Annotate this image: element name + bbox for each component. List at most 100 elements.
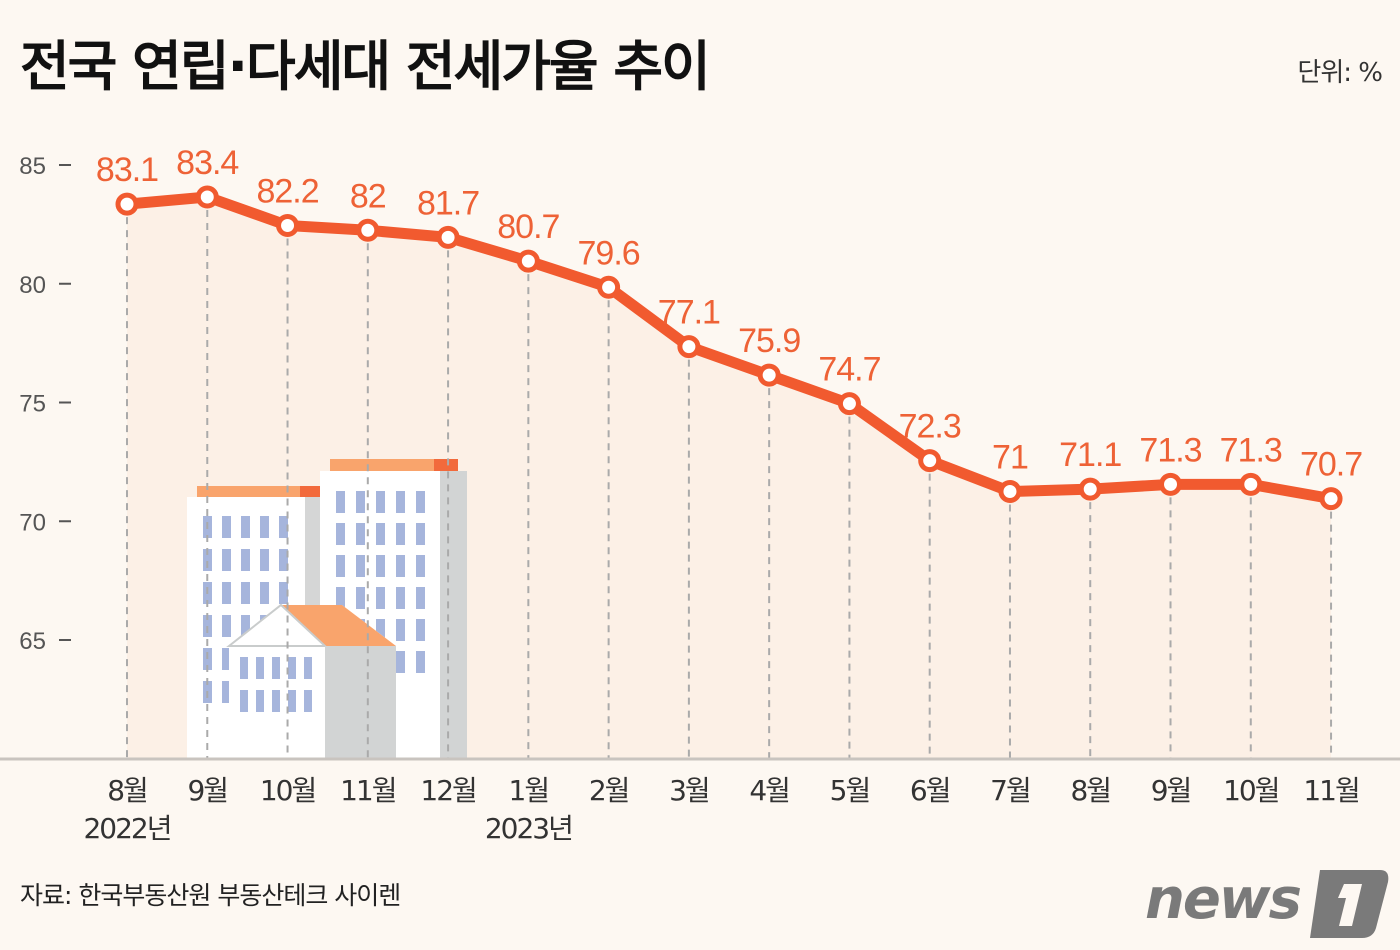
window [416,491,425,513]
data-point [1078,477,1102,501]
data-label: 79.6 [578,234,640,272]
window [288,657,296,679]
source-label: 자료: 한국부동산원 부동산테크 사이렌 [20,881,401,910]
data-point [1159,472,1183,496]
data-point [918,449,942,473]
window [260,582,269,604]
window [304,657,312,679]
window [376,619,385,641]
x-tick-label: 2월 [589,774,629,807]
window [356,491,365,513]
window [279,516,288,538]
window [241,582,250,604]
window [256,657,264,679]
window [396,523,405,545]
data-label: 80.7 [497,208,559,246]
window [240,657,248,679]
x-tick-label: 1월 [509,774,549,807]
data-point [837,392,861,416]
unit-label: 단위: % [1297,58,1383,88]
window [260,516,269,538]
x-tick-label: 10월 [1223,774,1278,807]
x-tick-label: 5월 [830,774,870,807]
data-label: 83.1 [96,151,158,189]
data-label: 82.2 [256,173,318,211]
window [376,523,385,545]
window [222,549,231,571]
window [376,555,385,577]
x-tick-label: 11월 [1303,774,1358,807]
x-tick-label: 9월 [187,774,227,807]
window [356,523,365,545]
window [376,491,385,513]
news1-logo: news [1140,860,1390,944]
x-tick-label: 6월 [910,774,950,807]
window [222,615,231,637]
data-point [195,185,219,209]
window [336,555,345,577]
data-label: 72.3 [899,408,961,446]
x-tick-label: 8월 [107,774,147,807]
data-label: 71.3 [1220,431,1282,469]
data-point [1319,487,1343,511]
y-tick-label: 75 [19,391,46,418]
window [272,690,280,712]
year-label: 2023년 [485,812,572,845]
window [241,549,250,571]
x-tick-label: 11월 [340,774,395,807]
window [272,657,280,679]
window [336,491,345,513]
x-tick-label: 12월 [420,774,475,807]
window [222,648,231,670]
x-tick-label: 10월 [260,774,315,807]
x-tick-label: 9월 [1151,774,1191,807]
window [396,491,405,513]
window [256,690,264,712]
window [396,555,405,577]
window [203,549,212,571]
window [396,587,405,609]
window [222,516,231,538]
window [416,651,425,673]
window [260,549,269,571]
data-label: 83.4 [176,144,238,182]
data-point [356,218,380,242]
data-label: 77.1 [658,294,720,332]
window [241,615,250,637]
window [416,587,425,609]
data-label: 71.1 [1059,436,1121,474]
y-tick-label: 70 [19,509,46,536]
window [336,523,345,545]
data-label: 81.7 [417,184,479,222]
data-point [677,335,701,359]
window [356,587,365,609]
series-line [126,191,1333,505]
y-tick-label: 65 [19,628,46,655]
window [416,555,425,577]
data-point [757,363,781,387]
window [416,619,425,641]
x-tick-label: 8월 [1070,774,1110,807]
window [279,549,288,571]
data-label: 70.7 [1300,446,1362,484]
y-tick-label: 85 [19,153,46,180]
window [241,516,250,538]
x-tick-label: 7월 [990,774,1030,807]
data-point [115,192,139,216]
window [416,523,425,545]
data-point [516,249,540,273]
data-point [597,275,621,299]
window [304,690,312,712]
data-point [998,480,1022,503]
buildings-illustration [187,459,467,759]
page-title: 전국 연립·다세대 전세가율 추이 [20,35,711,98]
data-point [1239,472,1263,496]
window [376,587,385,609]
data-point [276,214,300,237]
window [396,651,405,673]
data-label: 82 [350,177,386,215]
window [288,690,296,712]
window [336,587,345,609]
y-tick-label: 80 [19,272,46,299]
